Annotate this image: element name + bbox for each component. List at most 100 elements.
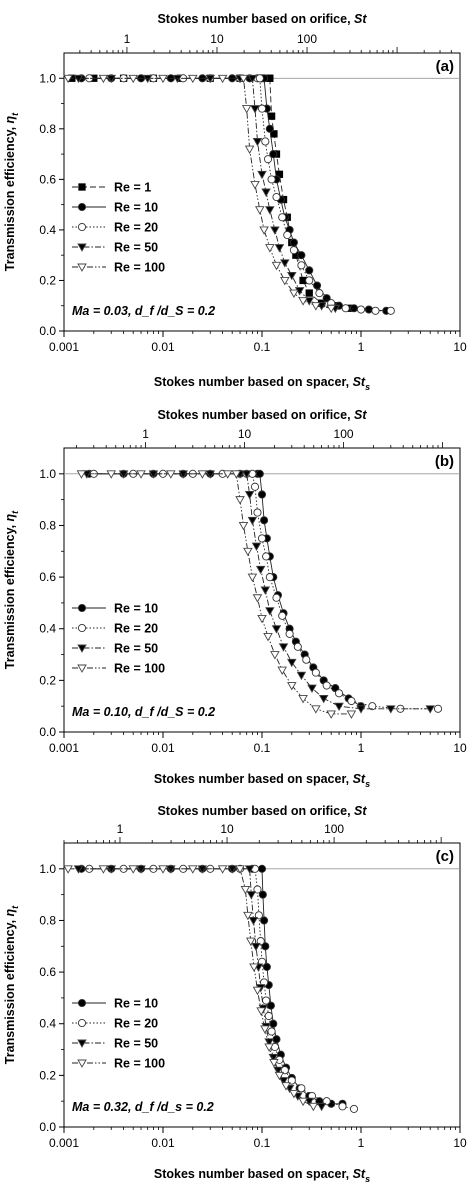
x-tick-label: 0.01 — [151, 741, 175, 755]
chart-panel-c: Stokes number based on orifice, St Stokes… — [3, 804, 467, 1184]
data-point — [63, 865, 73, 874]
data-point — [260, 916, 269, 925]
series-re-100 — [63, 865, 319, 1112]
data-point — [241, 470, 252, 479]
data-point — [148, 470, 159, 479]
y-tick-label: 1.0 — [39, 467, 56, 481]
data-point — [311, 705, 321, 714]
x-tick-label: 1 — [358, 741, 365, 755]
legend: Re = 1 Re = 10 Re = 20 Re = 50 Re = 100 — [72, 181, 165, 275]
x2-tick-label: 10 — [210, 32, 224, 46]
data-point — [231, 470, 242, 479]
top-axis-title: Stokes number based on orifice, St — [157, 12, 367, 26]
data-point — [298, 297, 308, 306]
x2-tick-label: 10 — [220, 822, 234, 836]
top-axis-title-symbol: St — [354, 408, 367, 422]
data-point — [259, 226, 269, 235]
data-point — [76, 470, 87, 479]
legend-label: Re = 50 — [114, 241, 158, 255]
data-point — [252, 138, 263, 147]
bottom-axis-title: Stokes number based on spacer, Sts — [154, 1167, 370, 1184]
data-point — [281, 1082, 291, 1091]
data-point — [128, 865, 138, 874]
y-tick-label: 0.4 — [39, 622, 56, 636]
data-point — [158, 74, 168, 84]
data-point — [289, 246, 298, 255]
legend-label: Re = 50 — [114, 1037, 158, 1051]
data-point — [262, 962, 271, 971]
series-line — [81, 77, 387, 312]
data-point — [188, 74, 198, 84]
legend-marker — [77, 202, 87, 212]
series-re-100 — [76, 470, 357, 719]
y-tick-label: 0.8 — [39, 913, 56, 927]
data-point — [106, 865, 117, 874]
data-point — [267, 1027, 276, 1036]
data-point — [264, 1043, 274, 1052]
legend-label: Re = 50 — [114, 642, 158, 656]
data-point — [243, 911, 253, 921]
x-tick-label: 0.1 — [254, 340, 271, 354]
data-point — [293, 642, 302, 651]
series-re-100 — [63, 74, 336, 314]
data-point — [265, 573, 274, 582]
data-point — [264, 1038, 274, 1047]
data-point — [217, 865, 228, 874]
data-point — [297, 251, 306, 260]
legend-marker — [77, 603, 87, 613]
data-point — [260, 1025, 270, 1034]
data-point — [260, 516, 269, 525]
y-tick-label: 0.2 — [39, 273, 56, 287]
top-axis-title: Stokes number based on orifice, St — [157, 804, 367, 818]
data-point — [316, 1102, 327, 1112]
data-point — [297, 1084, 306, 1093]
data-point — [205, 74, 216, 84]
data-point — [368, 702, 377, 711]
data-point — [371, 306, 380, 315]
data-point — [287, 682, 297, 691]
x-tick-label: 0.1 — [254, 1136, 271, 1150]
data-point — [257, 864, 267, 873]
data-point — [106, 470, 117, 479]
bottom-axis-title-text: Stokes number based on spacer, — [154, 1167, 353, 1181]
x-tick-label: 1 — [358, 1136, 365, 1150]
data-point — [356, 305, 366, 314]
legend: Re = 10 Re = 20 Re = 50 Re = 100 — [72, 997, 165, 1071]
x2-tick-label: 1 — [142, 427, 149, 441]
data-point — [244, 865, 255, 874]
data-point — [278, 611, 287, 620]
data-point — [118, 470, 129, 479]
data-point — [277, 666, 287, 675]
legend-marker — [77, 664, 87, 673]
bottom-axis-title-subscript: s — [365, 382, 370, 392]
legend-label: Re = 20 — [114, 622, 158, 636]
series-re-10 — [77, 864, 347, 1108]
data-point — [298, 1097, 308, 1107]
y-axis-title-subscript: t — [10, 510, 20, 514]
data-point — [249, 963, 259, 972]
data-point — [271, 625, 282, 634]
data-point — [265, 206, 275, 215]
bottom-axis-title-subscript: s — [365, 779, 370, 789]
data-point — [267, 175, 276, 184]
legend-label: Re = 10 — [114, 997, 158, 1011]
annotation-text: Ma = 0.03, d_f /d_S = 0.2 — [72, 304, 215, 318]
series-re-10 — [77, 74, 391, 315]
data-point — [349, 1104, 359, 1113]
legend-marker — [77, 222, 87, 232]
data-point — [269, 150, 278, 159]
bottom-axis-title: Stokes number based on spacer, Sts — [154, 375, 370, 392]
data-point — [273, 1066, 283, 1076]
data-point — [433, 704, 443, 713]
data-point — [188, 865, 198, 874]
data-point — [302, 655, 311, 664]
data-point — [305, 266, 314, 275]
data-point — [289, 1089, 299, 1099]
data-point — [255, 565, 266, 575]
x-tick-label: 0.01 — [151, 1136, 175, 1150]
data-point — [217, 74, 228, 84]
data-point — [158, 865, 168, 874]
data-point — [241, 105, 252, 114]
